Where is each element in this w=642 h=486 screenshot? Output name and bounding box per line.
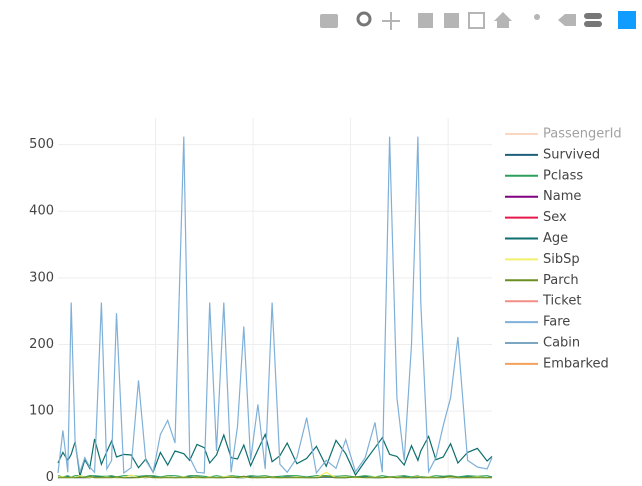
legend-label: Embarked bbox=[543, 356, 609, 371]
legend-item[interactable]: PassengerId bbox=[505, 127, 622, 142]
legend-label: Parch bbox=[543, 273, 579, 288]
legend-label: Age bbox=[543, 231, 568, 246]
series-line bbox=[57, 432, 493, 477]
legend-item[interactable]: Sex bbox=[505, 210, 567, 225]
plotly-logo[interactable] bbox=[618, 11, 636, 29]
zoom-out-icon[interactable] bbox=[444, 13, 459, 28]
y-tick-label: 500 bbox=[29, 137, 54, 152]
legend-label: Cabin bbox=[543, 336, 580, 351]
legend-label: Sex bbox=[543, 210, 567, 225]
zoom-in-icon[interactable] bbox=[418, 13, 433, 28]
y-tick-label: 100 bbox=[29, 404, 54, 419]
legend-label: Survived bbox=[543, 147, 600, 162]
legend-item[interactable]: Ticket bbox=[505, 294, 581, 309]
legend-item[interactable]: Embarked bbox=[505, 356, 609, 371]
legend-label: SibSp bbox=[543, 252, 580, 267]
legend-item[interactable]: SibSp bbox=[505, 252, 580, 267]
series-line bbox=[57, 136, 493, 475]
legend-label: Fare bbox=[543, 315, 570, 330]
legend-label: PassengerId bbox=[543, 127, 622, 142]
modebar bbox=[320, 11, 636, 30]
y-tick-label: 400 bbox=[29, 204, 54, 219]
y-tick-label: 300 bbox=[29, 270, 54, 285]
y-tick-label: 0 bbox=[46, 470, 54, 485]
camera-icon[interactable] bbox=[320, 14, 338, 28]
legend: PassengerId Survived Pclass Name Sex Age SibSp… bbox=[505, 127, 622, 371]
hover-compare-icon[interactable] bbox=[584, 13, 602, 19]
zoom-icon[interactable] bbox=[356, 11, 372, 27]
reset-icon[interactable] bbox=[494, 12, 512, 28]
legend-label: Pclass bbox=[543, 168, 583, 183]
autoscale-icon[interactable] bbox=[468, 12, 485, 29]
legend-label: Name bbox=[543, 189, 581, 204]
hover-compare-icon[interactable] bbox=[584, 21, 602, 27]
series-line bbox=[58, 475, 492, 479]
pan-icon[interactable] bbox=[382, 12, 400, 30]
hover-closest-icon[interactable] bbox=[558, 14, 576, 26]
plot-area: 0 100 200 300 400 500 PassengerId Survived Pclas… bbox=[29, 118, 622, 485]
legend-item[interactable]: Survived bbox=[505, 147, 600, 162]
legend-item[interactable]: Parch bbox=[505, 273, 579, 288]
spike-icon[interactable] bbox=[534, 14, 540, 20]
legend-item[interactable]: Fare bbox=[505, 315, 570, 330]
legend-item[interactable]: Name bbox=[505, 189, 581, 204]
legend-item[interactable]: Cabin bbox=[505, 336, 580, 351]
legend-item[interactable]: Pclass bbox=[505, 168, 583, 183]
y-tick-label: 200 bbox=[29, 337, 54, 352]
series-line bbox=[57, 475, 493, 478]
legend-label: Ticket bbox=[542, 294, 581, 309]
legend-item[interactable]: Age bbox=[505, 231, 568, 246]
